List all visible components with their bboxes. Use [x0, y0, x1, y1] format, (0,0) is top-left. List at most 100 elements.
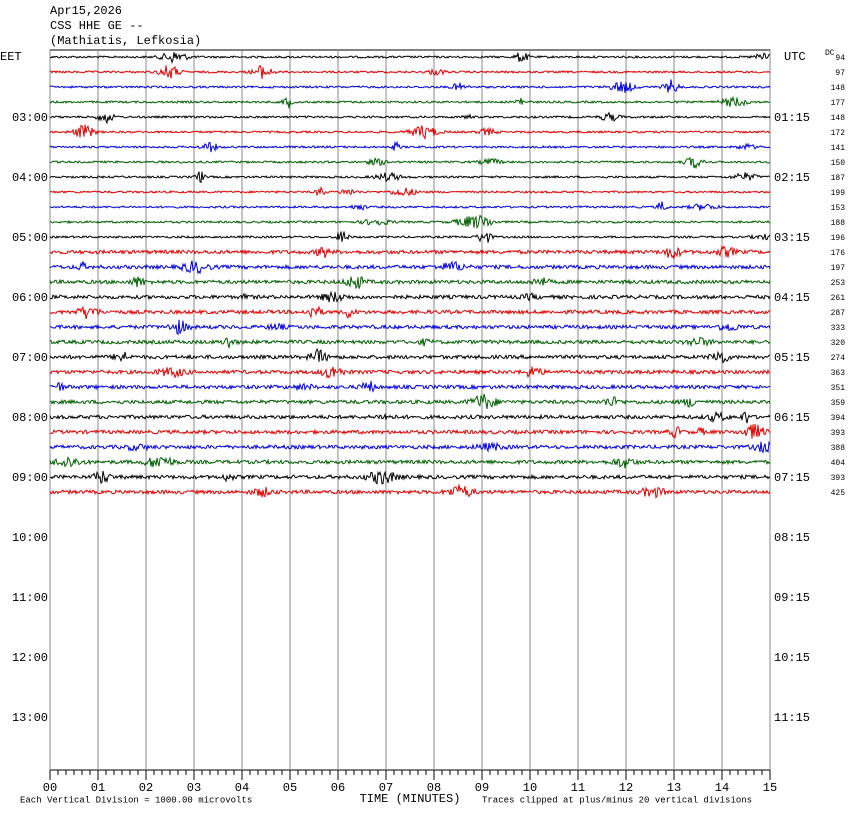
- trace: [49, 201, 771, 211]
- clip-note: Traces clipped at plus/minus 20 vertical…: [482, 795, 752, 805]
- trace: [49, 186, 771, 197]
- x-tick-label: 07: [379, 781, 393, 795]
- trace: [49, 214, 771, 230]
- dc-value: 351: [831, 384, 846, 393]
- dc-value: 94: [835, 54, 845, 63]
- trace: [49, 95, 771, 109]
- trace: [49, 410, 771, 424]
- trace: [49, 260, 771, 275]
- dc-value: 150: [831, 159, 846, 168]
- right-time-label: 09:15: [774, 591, 810, 605]
- trace: [49, 305, 771, 320]
- trace: [49, 52, 771, 64]
- left-time-label: 03:00: [12, 111, 48, 125]
- dc-value: 148: [831, 114, 846, 123]
- right-time-label: 01:15: [774, 111, 810, 125]
- trace: [49, 156, 771, 170]
- dc-value: 253: [831, 279, 846, 288]
- left-time-label: 04:00: [12, 171, 48, 185]
- date: Apr15,2026: [50, 4, 122, 18]
- dc-value: 199: [831, 189, 846, 198]
- dc-value: 333: [831, 324, 846, 333]
- right-time-label: 05:15: [774, 351, 810, 365]
- x-tick-label: 08: [427, 781, 441, 795]
- x-tick-label: 02: [139, 781, 153, 795]
- right-time-label: 08:15: [774, 531, 810, 545]
- trace: [49, 336, 771, 349]
- x-tick-label: 10: [523, 781, 537, 795]
- trace: [49, 484, 771, 499]
- right-time-label: 02:15: [774, 171, 810, 185]
- trace: [49, 171, 771, 184]
- left-time-label: 06:00: [12, 291, 48, 305]
- trace: [49, 111, 771, 125]
- trace: [49, 79, 771, 93]
- trace: [49, 393, 771, 409]
- dc-value: 97: [835, 69, 845, 78]
- x-tick-label: 11: [571, 781, 585, 795]
- trace: [49, 290, 771, 303]
- trace: [49, 64, 771, 80]
- dc-value: 394: [831, 414, 846, 423]
- x-axis-title: TIME (MINUTES): [360, 792, 461, 806]
- dc-value: 177: [831, 99, 846, 108]
- dc-value: 148: [831, 84, 846, 93]
- dc-value: 187: [831, 174, 846, 183]
- right-time-label: 10:15: [774, 651, 810, 665]
- dc-value: 176: [831, 249, 846, 258]
- dc-value: 141: [831, 144, 846, 153]
- dc-value: 320: [831, 339, 846, 348]
- right-time-label: 06:15: [774, 411, 810, 425]
- x-tick-label: 09: [475, 781, 489, 795]
- left-time-label: 10:00: [12, 531, 48, 545]
- station: CSS HHE GE --: [50, 19, 144, 33]
- dc-value: 196: [831, 234, 846, 243]
- trace: [49, 276, 771, 290]
- x-tick-label: 14: [715, 781, 729, 795]
- dc-value: 404: [831, 459, 846, 468]
- trace: [49, 140, 771, 153]
- location: (Mathiatis, Lefkosia): [50, 34, 201, 48]
- dc-value: 287: [831, 309, 846, 318]
- right-axis-title: UTC: [784, 50, 806, 64]
- trace: [49, 347, 771, 364]
- dc-value: 363: [831, 369, 846, 378]
- trace: [49, 319, 771, 336]
- left-axis-title: EET: [0, 50, 22, 64]
- dc-title: DC: [825, 49, 835, 58]
- dc-value: 425: [831, 489, 846, 498]
- x-tick-label: 13: [667, 781, 681, 795]
- trace: [49, 380, 771, 393]
- trace: [49, 124, 771, 141]
- dc-value: 393: [831, 474, 846, 483]
- x-tick-label: 06: [331, 781, 345, 795]
- left-time-label: 08:00: [12, 411, 48, 425]
- right-time-label: 07:15: [774, 471, 810, 485]
- right-time-label: 03:15: [774, 231, 810, 245]
- dc-value: 172: [831, 129, 846, 138]
- left-time-label: 07:00: [12, 351, 48, 365]
- x-tick-label: 05: [283, 781, 297, 795]
- trace: [49, 440, 771, 454]
- dc-value: 188: [831, 219, 846, 228]
- dc-value: 261: [831, 294, 846, 303]
- dc-value: 153: [831, 204, 846, 213]
- trace: [49, 366, 771, 379]
- right-time-label: 04:15: [774, 291, 810, 305]
- x-tick-label: 00: [43, 781, 57, 795]
- trace: [49, 456, 771, 469]
- dc-value: 388: [831, 444, 846, 453]
- dc-value: 274: [831, 354, 846, 363]
- left-time-label: 12:00: [12, 651, 48, 665]
- x-tick-label: 03: [187, 781, 201, 795]
- x-tick-label: 01: [91, 781, 105, 795]
- right-time-label: 11:15: [774, 711, 810, 725]
- left-time-label: 09:00: [12, 471, 48, 485]
- x-tick-label: 12: [619, 781, 633, 795]
- trace: [49, 231, 771, 243]
- dc-value: 197: [831, 264, 846, 273]
- trace: [49, 470, 771, 485]
- left-time-label: 13:00: [12, 711, 48, 725]
